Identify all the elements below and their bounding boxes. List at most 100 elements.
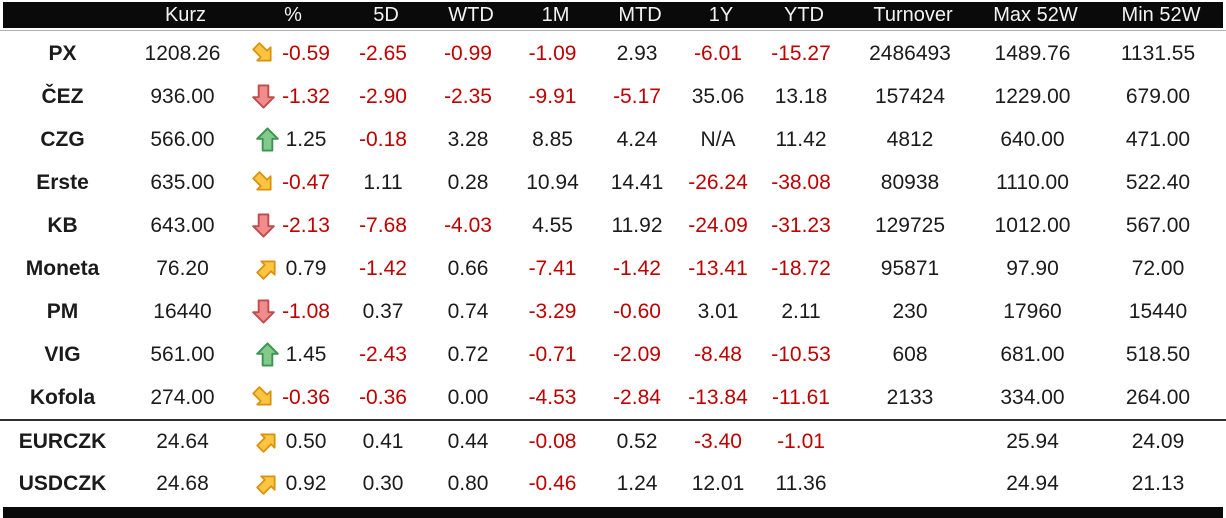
cell-mtd: -1.42	[613, 256, 661, 280]
cell-ytd: -15.27	[771, 41, 831, 65]
cell-pct: 1.25	[240, 126, 340, 153]
cell-m1: -0.46	[528, 471, 577, 495]
cell-wtd: 3.28	[447, 127, 489, 151]
cell-kurz: 635.00	[150, 170, 215, 194]
cell-max52w: 640.00	[1000, 127, 1065, 151]
cell-name: Moneta	[25, 256, 100, 280]
cell-pct: 1.45	[240, 341, 340, 368]
cell-kurz: 16440	[153, 299, 212, 323]
cell-y1: 35.06	[691, 84, 745, 108]
change-pct-value: 1.25	[285, 127, 327, 151]
cell-wtd: -4.03	[444, 213, 492, 237]
change-pct-value: 1.45	[285, 342, 327, 366]
cell-mtd: 0.52	[616, 429, 658, 453]
cell-name: PX	[48, 41, 77, 65]
cell-kurz: 643.00	[150, 213, 215, 237]
change-pct-value: -2.13	[282, 213, 330, 237]
cell-pct: -0.47	[240, 169, 340, 196]
change-pct-value: -0.47	[282, 170, 330, 194]
cell-name: USDCZK	[18, 471, 107, 495]
change-arrow-down-icon	[252, 299, 275, 324]
cell-y1: -8.48	[694, 342, 742, 366]
cell-d5: -2.65	[359, 41, 407, 65]
column-header-y1: 1Y	[708, 3, 734, 26]
change-arrow-up-right-icon	[255, 433, 276, 453]
cell-y1: -6.01	[694, 41, 742, 65]
cell-ytd: -11.61	[772, 385, 830, 409]
cell-mtd: -0.60	[613, 299, 661, 323]
cell-d5: -7.68	[359, 213, 407, 237]
cell-d5: 0.37	[362, 299, 404, 323]
cell-name: KB	[47, 213, 78, 237]
cell-turnover: 608	[892, 342, 928, 366]
cell-wtd: 0.28	[447, 170, 489, 194]
cell-mtd: -5.17	[613, 84, 661, 108]
cell-y1: -24.09	[688, 213, 748, 237]
table-row-kb: KB 643.00 -2.13 -7.68 -4.03 4.55 11.92 -24.09 -3…	[0, 204, 1226, 247]
cell-d5: 0.30	[362, 471, 404, 495]
cell-pct: -2.13	[240, 212, 340, 239]
table-row-vig: VIG 561.00 1.45 -2.43 0.72 -0.71 -2.09 -8.48 -10…	[0, 333, 1226, 376]
cell-kurz: 936.00	[150, 84, 215, 108]
cell-kurz: 561.00	[150, 342, 215, 366]
cell-wtd: 0.80	[447, 471, 489, 495]
cell-min52w: 567.00	[1125, 213, 1191, 237]
change-arrow-up-right-icon	[255, 260, 276, 280]
cell-max52w: 1489.76	[994, 41, 1071, 65]
cell-pct: 0.92	[240, 470, 340, 497]
cell-wtd: -2.35	[444, 84, 492, 108]
table-row-px: PX 1208.26 -0.59 -2.65 -0.99 -1.09 2.93 -6.01 -1…	[0, 32, 1226, 75]
cell-m1: -9.91	[528, 84, 577, 108]
change-arrow-up-right-icon	[255, 475, 276, 495]
cell-m1: -4.53	[528, 385, 577, 409]
cell-d5: -2.90	[359, 84, 407, 108]
cell-m1: 8.85	[532, 127, 573, 151]
change-arrow-up-icon	[255, 342, 279, 367]
cell-pct: -1.32	[240, 83, 340, 110]
cell-min52w: 1131.55	[1120, 41, 1196, 65]
cell-y1: -13.84	[688, 385, 748, 409]
cell-name: PM	[46, 299, 79, 323]
cell-ytd: -1.01	[777, 429, 825, 453]
cell-d5: 1.11	[363, 170, 403, 194]
cell-kurz: 566.00	[150, 127, 215, 151]
cell-min52w: 264.00	[1125, 385, 1191, 409]
cell-turnover: 2486493	[869, 41, 951, 65]
cell-turnover: 4812	[886, 127, 934, 151]
cell-turnover: 2133	[886, 385, 934, 409]
table-row-čez: ČEZ 936.00 -1.32 -2.90 -2.35 -9.91 -5.17 35.06 1…	[0, 75, 1226, 118]
cell-turnover: 157424	[874, 84, 946, 108]
column-header-d5: 5D	[373, 3, 399, 26]
cell-wtd: 0.72	[447, 342, 489, 366]
cell-m1: -1.09	[528, 41, 577, 65]
cell-pct: 0.79	[240, 255, 340, 282]
table-body: PX 1208.26 -0.59 -2.65 -0.99 -1.09 2.93 -6.01 -1…	[0, 32, 1226, 505]
cell-d5: 0.41	[362, 429, 404, 453]
cell-m1: 10.94	[526, 170, 579, 194]
cell-max52w: 1012.00	[994, 213, 1071, 237]
cell-d5: -0.36	[359, 385, 407, 409]
cell-m1: -0.08	[528, 429, 577, 453]
change-pct-value: 0.79	[285, 256, 327, 280]
change-pct-value: 0.50	[285, 429, 327, 453]
cell-name: VIG	[44, 342, 81, 366]
cell-ytd: 11.42	[775, 127, 827, 151]
cell-pct: 0.50	[240, 428, 340, 455]
cell-y1: -13.41	[688, 256, 748, 280]
cell-max52w: 17960	[1003, 299, 1062, 323]
cell-turnover: 80938	[880, 170, 940, 194]
change-arrow-down-right-icon	[252, 171, 272, 191]
change-pct-value: -1.32	[282, 84, 330, 108]
cell-y1: -3.40	[694, 429, 742, 453]
cell-mtd: 1.24	[616, 471, 658, 495]
table-row-pm: PM 16440 -1.08 0.37 0.74 -3.29 -0.60 3.01 2.11 23…	[0, 290, 1226, 333]
change-arrow-down-right-icon	[252, 386, 272, 406]
cell-wtd: 0.74	[447, 299, 489, 323]
change-arrow-down-icon	[252, 84, 275, 109]
column-header-ytd: YTD	[784, 3, 824, 26]
cell-mtd: 11.92	[611, 213, 663, 237]
cell-kurz: 274.00	[150, 385, 215, 409]
column-header-kurz: Kurz	[164, 3, 207, 26]
column-header-max52w: Max 52W	[993, 3, 1078, 26]
